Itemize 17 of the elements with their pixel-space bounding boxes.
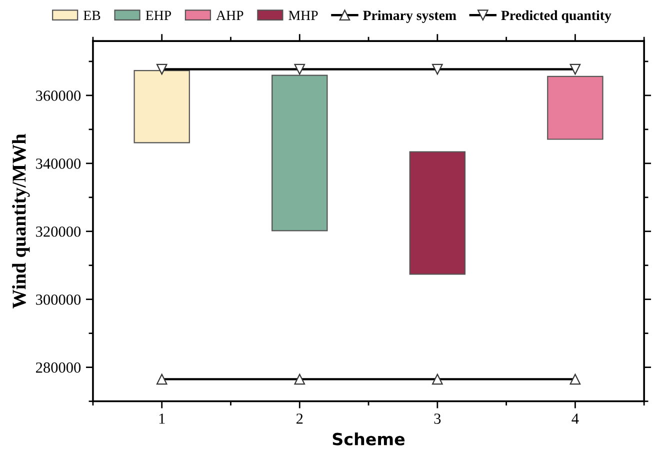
legend-label: MHP (288, 10, 318, 20)
legend-label: AHP (216, 10, 244, 20)
x-tick-label: 2 (296, 414, 303, 424)
x-tick-label: 3 (434, 414, 441, 424)
y-tick-label: 320000 (36, 226, 81, 237)
x-axis-title: Scheme (332, 432, 405, 446)
y-tick-label: 360000 (36, 90, 81, 101)
y-tick-label: 280000 (36, 362, 81, 373)
legend-label: EB (84, 10, 100, 20)
legend-label: Predicted quantity (501, 10, 612, 23)
y-axis-title: Wind quantity/MWh (12, 134, 30, 309)
x-tick-label: 1 (159, 414, 165, 424)
y-tick-label: 300000 (36, 294, 81, 305)
x-tick-label: 4 (572, 414, 579, 424)
y-tick-label: 340000 (36, 158, 81, 169)
legend-label: Primary system (363, 10, 456, 23)
legend-label: EHP (146, 10, 172, 20)
